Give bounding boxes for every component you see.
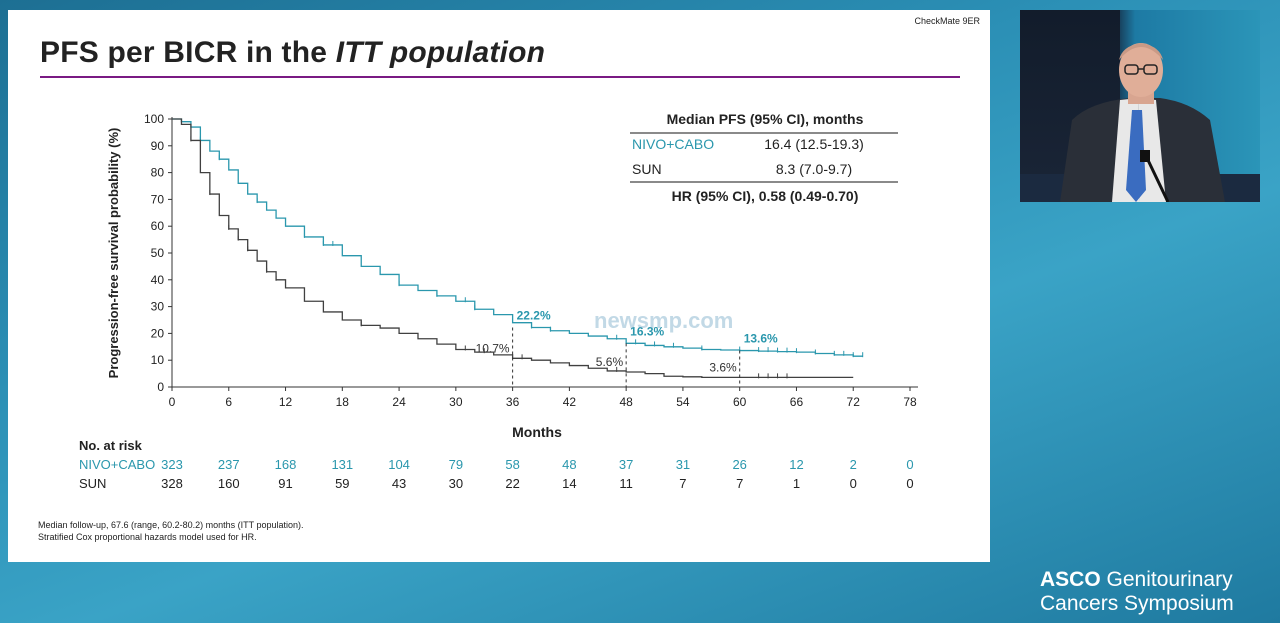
- y-tick-label: 10: [151, 353, 165, 367]
- x-tick-label: 54: [676, 395, 690, 409]
- x-tick-label: 0: [169, 395, 176, 409]
- landmark-sun-label-60: 3.6%: [709, 360, 737, 374]
- x-tick-label: 42: [563, 395, 577, 409]
- risk-row-arm-1: SUN: [79, 476, 106, 491]
- y-tick-label: 30: [151, 300, 165, 314]
- risk-count: 30: [449, 476, 463, 491]
- y-tick-label: 90: [151, 139, 165, 153]
- risk-count: 328: [161, 476, 183, 491]
- risk-count: 7: [736, 476, 743, 491]
- risk-row-arm-0: NIVO+CABO: [79, 457, 155, 472]
- landmark-nivo-label-48: 16.3%: [630, 324, 664, 338]
- study-label: CheckMate 9ER: [914, 16, 980, 26]
- y-tick-label: 40: [151, 273, 165, 287]
- hazard-ratio-text: HR (95% CI), 0.58 (0.49-0.70): [672, 188, 859, 204]
- median-row-sun-arm: SUN: [632, 161, 662, 177]
- risk-count: 323: [161, 457, 183, 472]
- median-row-sun-value: 8.3 (7.0-9.7): [776, 161, 852, 177]
- speaker-video: [1020, 10, 1260, 202]
- risk-count: 160: [218, 476, 240, 491]
- x-tick-label: 36: [506, 395, 520, 409]
- x-tick-label: 24: [392, 395, 406, 409]
- sun-curve: [172, 118, 854, 379]
- risk-count: 11: [619, 476, 633, 491]
- risk-count: 59: [335, 476, 349, 491]
- slide-title: PFS per BICR in the ITT population: [40, 36, 545, 70]
- landmark-nivo-label-60: 13.6%: [744, 332, 778, 346]
- brand-genitourinary: Genitourinary: [1106, 568, 1233, 591]
- risk-count: 48: [562, 457, 576, 472]
- y-tick-label: 50: [151, 246, 165, 260]
- landmark-nivo-label-36: 22.2%: [517, 309, 551, 323]
- risk-count: 1: [793, 476, 800, 491]
- footnote-method: Stratified Cox proportional hazards mode…: [38, 532, 257, 542]
- risk-count: 43: [392, 476, 406, 491]
- conference-brand: ASCO Genitourinary Cancers Symposium: [1040, 568, 1234, 616]
- y-tick-label: 0: [157, 380, 164, 394]
- brand-asco: ASCO: [1040, 568, 1101, 591]
- median-row-nivo-value: 16.4 (12.5-19.3): [764, 136, 864, 152]
- y-tick-label: 70: [151, 192, 165, 206]
- x-tick-label: 6: [225, 395, 232, 409]
- risk-count: 237: [218, 457, 240, 472]
- slide-title-main: PFS per BICR in the: [40, 36, 336, 69]
- y-tick-label: 100: [144, 112, 164, 126]
- risk-count: 0: [906, 457, 913, 472]
- x-tick-label: 18: [336, 395, 350, 409]
- x-tick-label: 66: [790, 395, 804, 409]
- slide-title-italic: ITT population: [335, 36, 546, 69]
- risk-count: 12: [789, 457, 803, 472]
- risk-count: 168: [275, 457, 297, 472]
- x-tick-label: 78: [903, 395, 917, 409]
- footnote-followup: Median follow-up, 67.6 (range, 60.2-80.2…: [38, 520, 304, 530]
- median-row-nivo-arm: NIVO+CABO: [632, 136, 714, 152]
- y-axis-label: Progression-free survival probability (%…: [106, 128, 121, 379]
- risk-count: 131: [331, 457, 353, 472]
- risk-count: 2: [850, 457, 857, 472]
- x-tick-label: 72: [847, 395, 861, 409]
- risk-count: 0: [906, 476, 913, 491]
- risk-count: 0: [850, 476, 857, 491]
- risk-table-title: No. at risk: [79, 438, 143, 453]
- slide: CheckMate 9ER PFS per BICR in the ITT po…: [8, 10, 990, 562]
- risk-count: 104: [388, 457, 410, 472]
- risk-count: 22: [505, 476, 519, 491]
- x-tick-label: 60: [733, 395, 747, 409]
- risk-count: 14: [562, 476, 576, 491]
- risk-count: 58: [505, 457, 519, 472]
- brand-symposium: Cancers Symposium: [1040, 592, 1234, 615]
- x-tick-label: 30: [449, 395, 463, 409]
- risk-count: 37: [619, 457, 633, 472]
- x-axis-label: Months: [512, 424, 562, 440]
- landmark-sun-label-48: 5.6%: [596, 355, 624, 369]
- y-tick-label: 80: [151, 166, 165, 180]
- risk-count: 79: [449, 457, 463, 472]
- landmark-sun-label-36: 10.7%: [476, 341, 510, 355]
- watermark-text: newsmp.com: [594, 308, 734, 333]
- title-divider: [40, 76, 960, 78]
- risk-count: 7: [679, 476, 686, 491]
- x-tick-label: 12: [279, 395, 293, 409]
- y-tick-label: 60: [151, 219, 165, 233]
- risk-count: 91: [278, 476, 292, 491]
- speaker-figure: [1060, 43, 1225, 202]
- km-chart: 0 6 12 18 24 30 36 42 48 54 60 66 72 7801020304050607…: [79, 111, 918, 491]
- y-tick-label: 20: [151, 326, 165, 340]
- x-tick-label: 48: [619, 395, 633, 409]
- risk-count: 31: [676, 457, 690, 472]
- median-table-header: Median PFS (95% CI), months: [667, 111, 864, 127]
- risk-count: 26: [732, 457, 746, 472]
